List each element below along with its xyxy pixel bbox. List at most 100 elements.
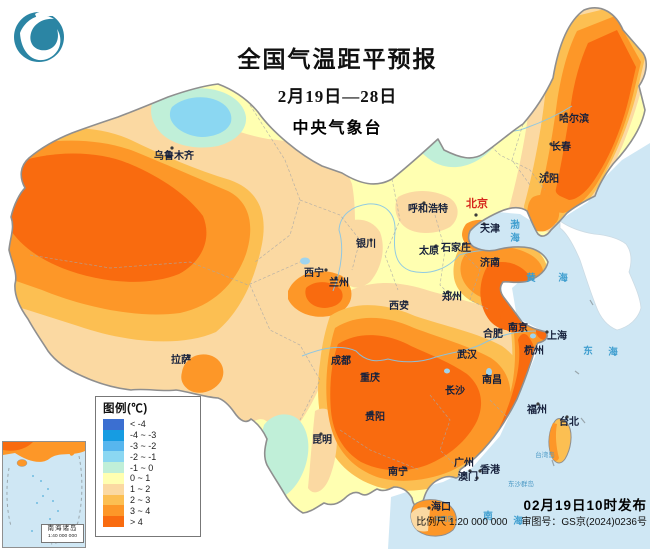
inset-scale: 1:40 000 000 [48,533,77,539]
city-label: 南昌 [482,373,502,386]
city-label: 沈阳 [539,172,559,185]
legend-entry: > 4 [103,516,200,527]
sea-label: 黄 [526,272,536,284]
city-label: 兰州 [329,276,349,289]
city-dot [404,300,408,304]
city-dot [468,469,472,473]
city-dot [187,354,191,358]
city-dot [545,171,549,175]
city-label: 贵阳 [365,410,385,423]
city-label: 石家庄 [440,241,471,254]
map-scale-note: 比例尺 1:20 000 000 审图号：GS京(2024)0236号 [416,513,647,528]
city-dot [370,410,374,414]
city-label: 成都 [331,354,351,367]
city-dot [485,374,489,378]
city-label: 台北 [559,415,579,428]
city-label: 福州 [526,403,547,416]
city-dot [446,290,450,294]
sea-labels: 渤海黄 海东 海南海 [483,219,618,527]
release-timestamp: 02月19日10时发布 [523,498,647,513]
legend-label: -4 ~ -3 [130,430,157,441]
legend-entry: -1 ~ 0 [103,462,200,473]
city-dot [545,330,549,334]
legend-swatch [103,483,124,495]
city-dot [403,466,407,470]
sea-label: 东 [583,345,593,357]
city-dot [434,244,438,248]
city-label: 上海 [547,329,567,342]
city-label: 拉萨 [171,353,191,366]
sea-label: 海 [558,272,568,284]
korea-landmass [559,220,642,331]
legend-swatch [103,440,124,452]
city-dot [482,222,486,226]
legend-entry: 2 ~ 3 [103,494,200,506]
islet-label: 东沙群岛 [508,479,534,488]
city-dot [478,469,482,473]
city-label: 西安 [389,299,409,312]
sea-label: 南 [483,510,493,522]
city-label: 香港 [480,463,501,476]
sea-label: 渤 [510,219,520,231]
legend-swatch [103,494,124,506]
inset-title: 南海诸岛 [47,525,78,532]
legend-swatch [103,429,124,441]
city-label: 澳门 [458,470,478,483]
city-label: 南宁 [388,465,408,478]
city-label: 南京 [508,321,528,334]
city-dot [564,112,568,116]
legend-entry: -2 ~ -1 [103,451,200,463]
scale-text: 比例尺 1:20 000 000 [416,517,508,528]
city-label: 西宁 [304,266,324,279]
city-dot [474,213,478,217]
city-dot [422,201,426,205]
city-label: 武汉 [457,348,478,361]
city-dot [448,385,452,389]
china-border [8,7,648,514]
city-label: 广州 [454,456,474,469]
city-dot [510,322,514,326]
city-dot [347,355,351,359]
legend-label: 2 ~ 3 [130,494,151,505]
legend-entry: 1 ~ 2 [103,483,200,495]
legend-entry: < -4 [103,419,200,430]
city-dot [427,506,431,510]
legend-entry: 0 ~ 1 [103,472,200,484]
city-dot [549,142,553,146]
legend-title: 图例(℃) [103,403,148,415]
city-dot [497,328,501,332]
sea-label: 海 [608,346,618,358]
taiwan-island [548,418,572,464]
islet-label: 台湾岛 [535,450,555,459]
legend-label: -2 ~ -1 [130,451,157,462]
legend-swatch [103,419,124,430]
legend-swatch [103,451,124,463]
city-dot [170,146,174,150]
legend-swatch [103,516,124,527]
city-label: 杭州 [524,344,544,357]
legend-entry: -3 ~ -2 [103,440,200,452]
city-dot [565,415,569,419]
legend-entry: -4 ~ -3 [103,429,200,441]
city-dot [459,350,463,354]
city-label: 乌鲁木齐 [154,149,195,162]
legend-entry: 3 ~ 4 [103,505,200,517]
review-number: 审图号：GS京(2024)0236号 [521,517,647,528]
city-dot [475,476,479,480]
city-dot [334,276,338,280]
legend-label: > 4 [130,516,143,527]
city-label: 太原 [418,244,439,257]
city-label: 哈尔滨 [559,112,589,125]
city-label: 长沙 [445,384,465,397]
inset-label-box: 南海诸岛 1:40 000 000 [41,524,84,543]
legend-swatch [103,462,124,473]
city-dot [526,345,530,349]
cma-logo [14,11,64,62]
city-label: 郑州 [442,290,462,303]
city-dot [375,372,379,376]
city-dot [319,432,323,436]
